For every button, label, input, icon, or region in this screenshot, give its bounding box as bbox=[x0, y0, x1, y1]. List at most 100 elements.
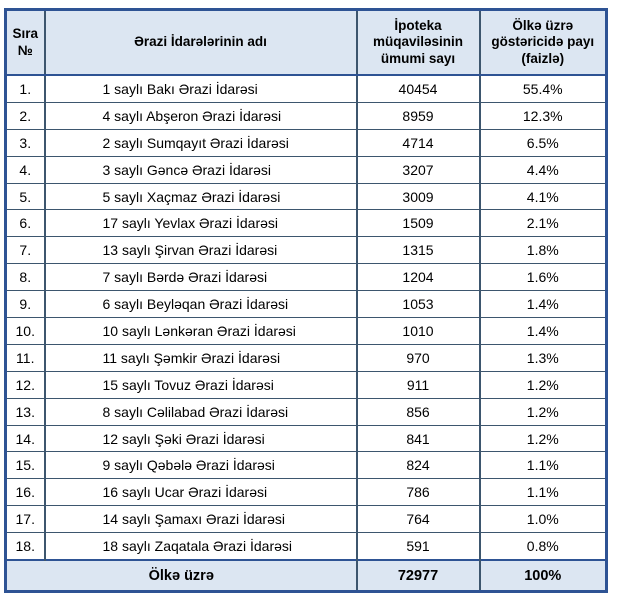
office-name-cell: 10 saylı Lənkəran Ərazi İdarəsi bbox=[43, 317, 358, 345]
contract-count-cell: 911 bbox=[355, 370, 481, 399]
row-no-cell: 13. bbox=[4, 397, 46, 426]
header-share-percent: Ölkə üzrə göstəricidə payı (faizlə) bbox=[478, 9, 608, 76]
office-name-cell: 18 saylı Zaqatala Ərazi İdarəsi bbox=[43, 532, 358, 561]
contract-count-cell: 40454 bbox=[355, 74, 481, 103]
total-contract-count: 72977 bbox=[355, 559, 481, 593]
office-name-cell: 12 saylı Şəki Ərazi İdarəsi bbox=[43, 424, 358, 453]
share-percent-cell: 2.1% bbox=[478, 209, 608, 238]
contract-count-cell: 3009 bbox=[355, 182, 481, 211]
contract-count-cell: 3207 bbox=[355, 155, 481, 184]
table-row: 11. 11 saylı Şəmkir Ərazi İdarəsi 970 1.3% bbox=[4, 343, 608, 372]
mortgage-contracts-table: Sıra № Ərazi İdarələrinin adı İpoteka mü… bbox=[4, 8, 608, 593]
share-percent-cell: 1.6% bbox=[478, 263, 608, 292]
contract-count-cell: 1053 bbox=[355, 290, 481, 319]
office-name-cell: 7 saylı Bərdə Ərazi İdarəsi bbox=[43, 263, 358, 292]
header-contract-count: İpoteka müqaviləsinin ümumi sayı bbox=[355, 9, 481, 76]
row-no-cell: 5. bbox=[4, 182, 46, 211]
share-percent-cell: 1.2% bbox=[478, 424, 608, 453]
row-no-cell: 18. bbox=[4, 532, 46, 561]
office-name-cell: 15 saylı Tovuz Ərazi İdarəsi bbox=[43, 370, 358, 399]
table-footer: Ölkə üzrə 72977 100% bbox=[4, 559, 608, 593]
total-label: Ölkə üzrə bbox=[4, 559, 358, 593]
share-percent-cell: 0.8% bbox=[478, 532, 608, 561]
table-row: 3. 2 saylı Sumqayıt Ərazi İdarəsi 4714 6.5% bbox=[4, 128, 608, 157]
row-no-cell: 2. bbox=[4, 101, 46, 130]
table-row: 17. 14 saylı Şamaxı Ərazi İdarəsi 764 1.0% bbox=[4, 505, 608, 534]
contract-count-cell: 970 bbox=[355, 343, 481, 372]
office-name-cell: 6 saylı Beyləqan Ərazi İdarəsi bbox=[43, 290, 358, 319]
header-seq-no: Sıra № bbox=[4, 9, 46, 76]
office-name-cell: 3 saylı Gəncə Ərazi İdarəsi bbox=[43, 155, 358, 184]
office-name-cell: 16 saylı Ucar Ərazi İdarəsi bbox=[43, 478, 358, 507]
table-header: Sıra № Ərazi İdarələrinin adı İpoteka mü… bbox=[4, 9, 608, 76]
table-row: 6. 17 saylı Yevlax Ərazi İdarəsi 1509 2.1% bbox=[4, 209, 608, 238]
contract-count-cell: 591 bbox=[355, 532, 481, 561]
office-name-cell: 8 saylı Cəlilabad Ərazi İdarəsi bbox=[43, 397, 358, 426]
office-name-cell: 11 saylı Şəmkir Ərazi İdarəsi bbox=[43, 343, 358, 372]
office-name-cell: 4 saylı Abşeron Ərazi İdarəsi bbox=[43, 101, 358, 130]
table-body: 1. 1 saylı Bakı Ərazi İdarəsi 40454 55.4% 2.… bbox=[4, 74, 608, 561]
contract-count-cell: 786 bbox=[355, 478, 481, 507]
office-name-cell: 17 saylı Yevlax Ərazi İdarəsi bbox=[43, 209, 358, 238]
share-percent-cell: 1.2% bbox=[478, 397, 608, 426]
row-no-cell: 12. bbox=[4, 370, 46, 399]
table-row: 8. 7 saylı Bərdə Ərazi İdarəsi 1204 1.6% bbox=[4, 263, 608, 292]
share-percent-cell: 1.0% bbox=[478, 505, 608, 534]
share-percent-cell: 1.3% bbox=[478, 343, 608, 372]
row-no-cell: 10. bbox=[4, 317, 46, 345]
total-row: Ölkə üzrə 72977 100% bbox=[4, 559, 608, 593]
table-row: 18. 18 saylı Zaqatala Ərazi İdarəsi 591 0.8… bbox=[4, 532, 608, 561]
contract-count-cell: 1204 bbox=[355, 263, 481, 292]
header-office-name: Ərazi İdarələrinin adı bbox=[43, 9, 358, 76]
share-percent-cell: 4.1% bbox=[478, 182, 608, 211]
table-row: 1. 1 saylı Bakı Ərazi İdarəsi 40454 55.4% bbox=[4, 74, 608, 103]
office-name-cell: 9 saylı Qəbələ Ərazi İdarəsi bbox=[43, 451, 358, 480]
row-no-cell: 15. bbox=[4, 451, 46, 480]
table-row: 4. 3 saylı Gəncə Ərazi İdarəsi 3207 4.4% bbox=[4, 155, 608, 184]
row-no-cell: 9. bbox=[4, 290, 46, 319]
row-no-cell: 17. bbox=[4, 505, 46, 534]
table-row: 7. 13 saylı Şirvan Ərazi İdarəsi 1315 1.8% bbox=[4, 236, 608, 265]
row-no-cell: 14. bbox=[4, 424, 46, 453]
share-percent-cell: 1.1% bbox=[478, 478, 608, 507]
contract-count-cell: 764 bbox=[355, 505, 481, 534]
contract-count-cell: 4714 bbox=[355, 128, 481, 157]
table-row: 5. 5 saylı Xaçmaz Ərazi İdarəsi 3009 4.1% bbox=[4, 182, 608, 211]
table-row: 9. 6 saylı Beyləqan Ərazi İdarəsi 1053 1.4% bbox=[4, 290, 608, 319]
share-percent-cell: 1.2% bbox=[478, 370, 608, 399]
row-no-cell: 7. bbox=[4, 236, 46, 265]
contract-count-cell: 1509 bbox=[355, 209, 481, 238]
row-no-cell: 16. bbox=[4, 478, 46, 507]
table-row: 15. 9 saylı Qəbələ Ərazi İdarəsi 824 1.1% bbox=[4, 451, 608, 480]
row-no-cell: 1. bbox=[4, 74, 46, 103]
office-name-cell: 5 saylı Xaçmaz Ərazi İdarəsi bbox=[43, 182, 358, 211]
share-percent-cell: 6.5% bbox=[478, 128, 608, 157]
share-percent-cell: 1.4% bbox=[478, 290, 608, 319]
contract-count-cell: 824 bbox=[355, 451, 481, 480]
table-row: 2. 4 saylı Abşeron Ərazi İdarəsi 8959 12.3% bbox=[4, 101, 608, 130]
row-no-cell: 11. bbox=[4, 343, 46, 372]
contract-count-cell: 856 bbox=[355, 397, 481, 426]
row-no-cell: 4. bbox=[4, 155, 46, 184]
row-no-cell: 3. bbox=[4, 128, 46, 157]
share-percent-cell: 55.4% bbox=[478, 74, 608, 103]
contract-count-cell: 8959 bbox=[355, 101, 481, 130]
share-percent-cell: 4.4% bbox=[478, 155, 608, 184]
table-row: 16. 16 saylı Ucar Ərazi İdarəsi 786 1.1% bbox=[4, 478, 608, 507]
office-name-cell: 1 saylı Bakı Ərazi İdarəsi bbox=[43, 74, 358, 103]
total-share-percent: 100% bbox=[478, 559, 608, 593]
office-name-cell: 13 saylı Şirvan Ərazi İdarəsi bbox=[43, 236, 358, 265]
row-no-cell: 8. bbox=[4, 263, 46, 292]
table-row: 14. 12 saylı Şəki Ərazi İdarəsi 841 1.2% bbox=[4, 424, 608, 453]
office-name-cell: 2 saylı Sumqayıt Ərazi İdarəsi bbox=[43, 128, 358, 157]
header-row: Sıra № Ərazi İdarələrinin adı İpoteka mü… bbox=[4, 9, 608, 76]
office-name-cell: 14 saylı Şamaxı Ərazi İdarəsi bbox=[43, 505, 358, 534]
share-percent-cell: 1.8% bbox=[478, 236, 608, 265]
row-no-cell: 6. bbox=[4, 209, 46, 238]
contract-count-cell: 841 bbox=[355, 424, 481, 453]
share-percent-cell: 1.1% bbox=[478, 451, 608, 480]
table-row: 12. 15 saylı Tovuz Ərazi İdarəsi 911 1.2% bbox=[4, 370, 608, 399]
contract-count-cell: 1010 bbox=[355, 317, 481, 345]
table-row: 10. 10 saylı Lənkəran Ərazi İdarəsi 1010 1.… bbox=[4, 317, 608, 345]
table-row: 13. 8 saylı Cəlilabad Ərazi İdarəsi 856 1.2… bbox=[4, 397, 608, 426]
